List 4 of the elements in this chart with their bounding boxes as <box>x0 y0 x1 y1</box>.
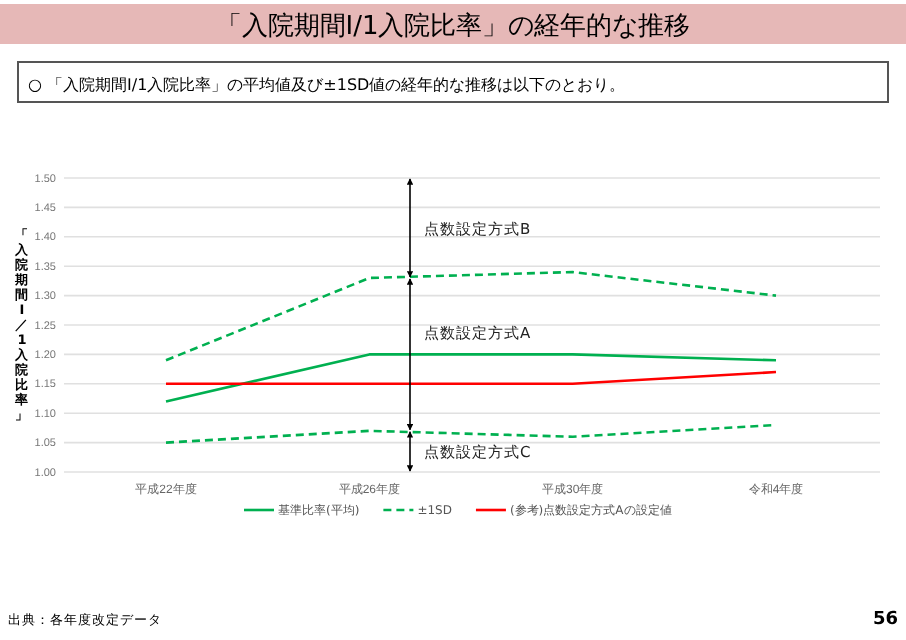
chart-subtitle: ○ 「入院期間Ⅰ/1入院比率」の平均値及び±1SD値の経年的な推移は以下のとおり。 <box>28 76 626 94</box>
chart-title: 「入院期間Ⅰ/1入院比率」の経年的な推移 <box>215 10 691 42</box>
line-series <box>164 270 778 362</box>
text: 56 <box>872 610 898 630</box>
